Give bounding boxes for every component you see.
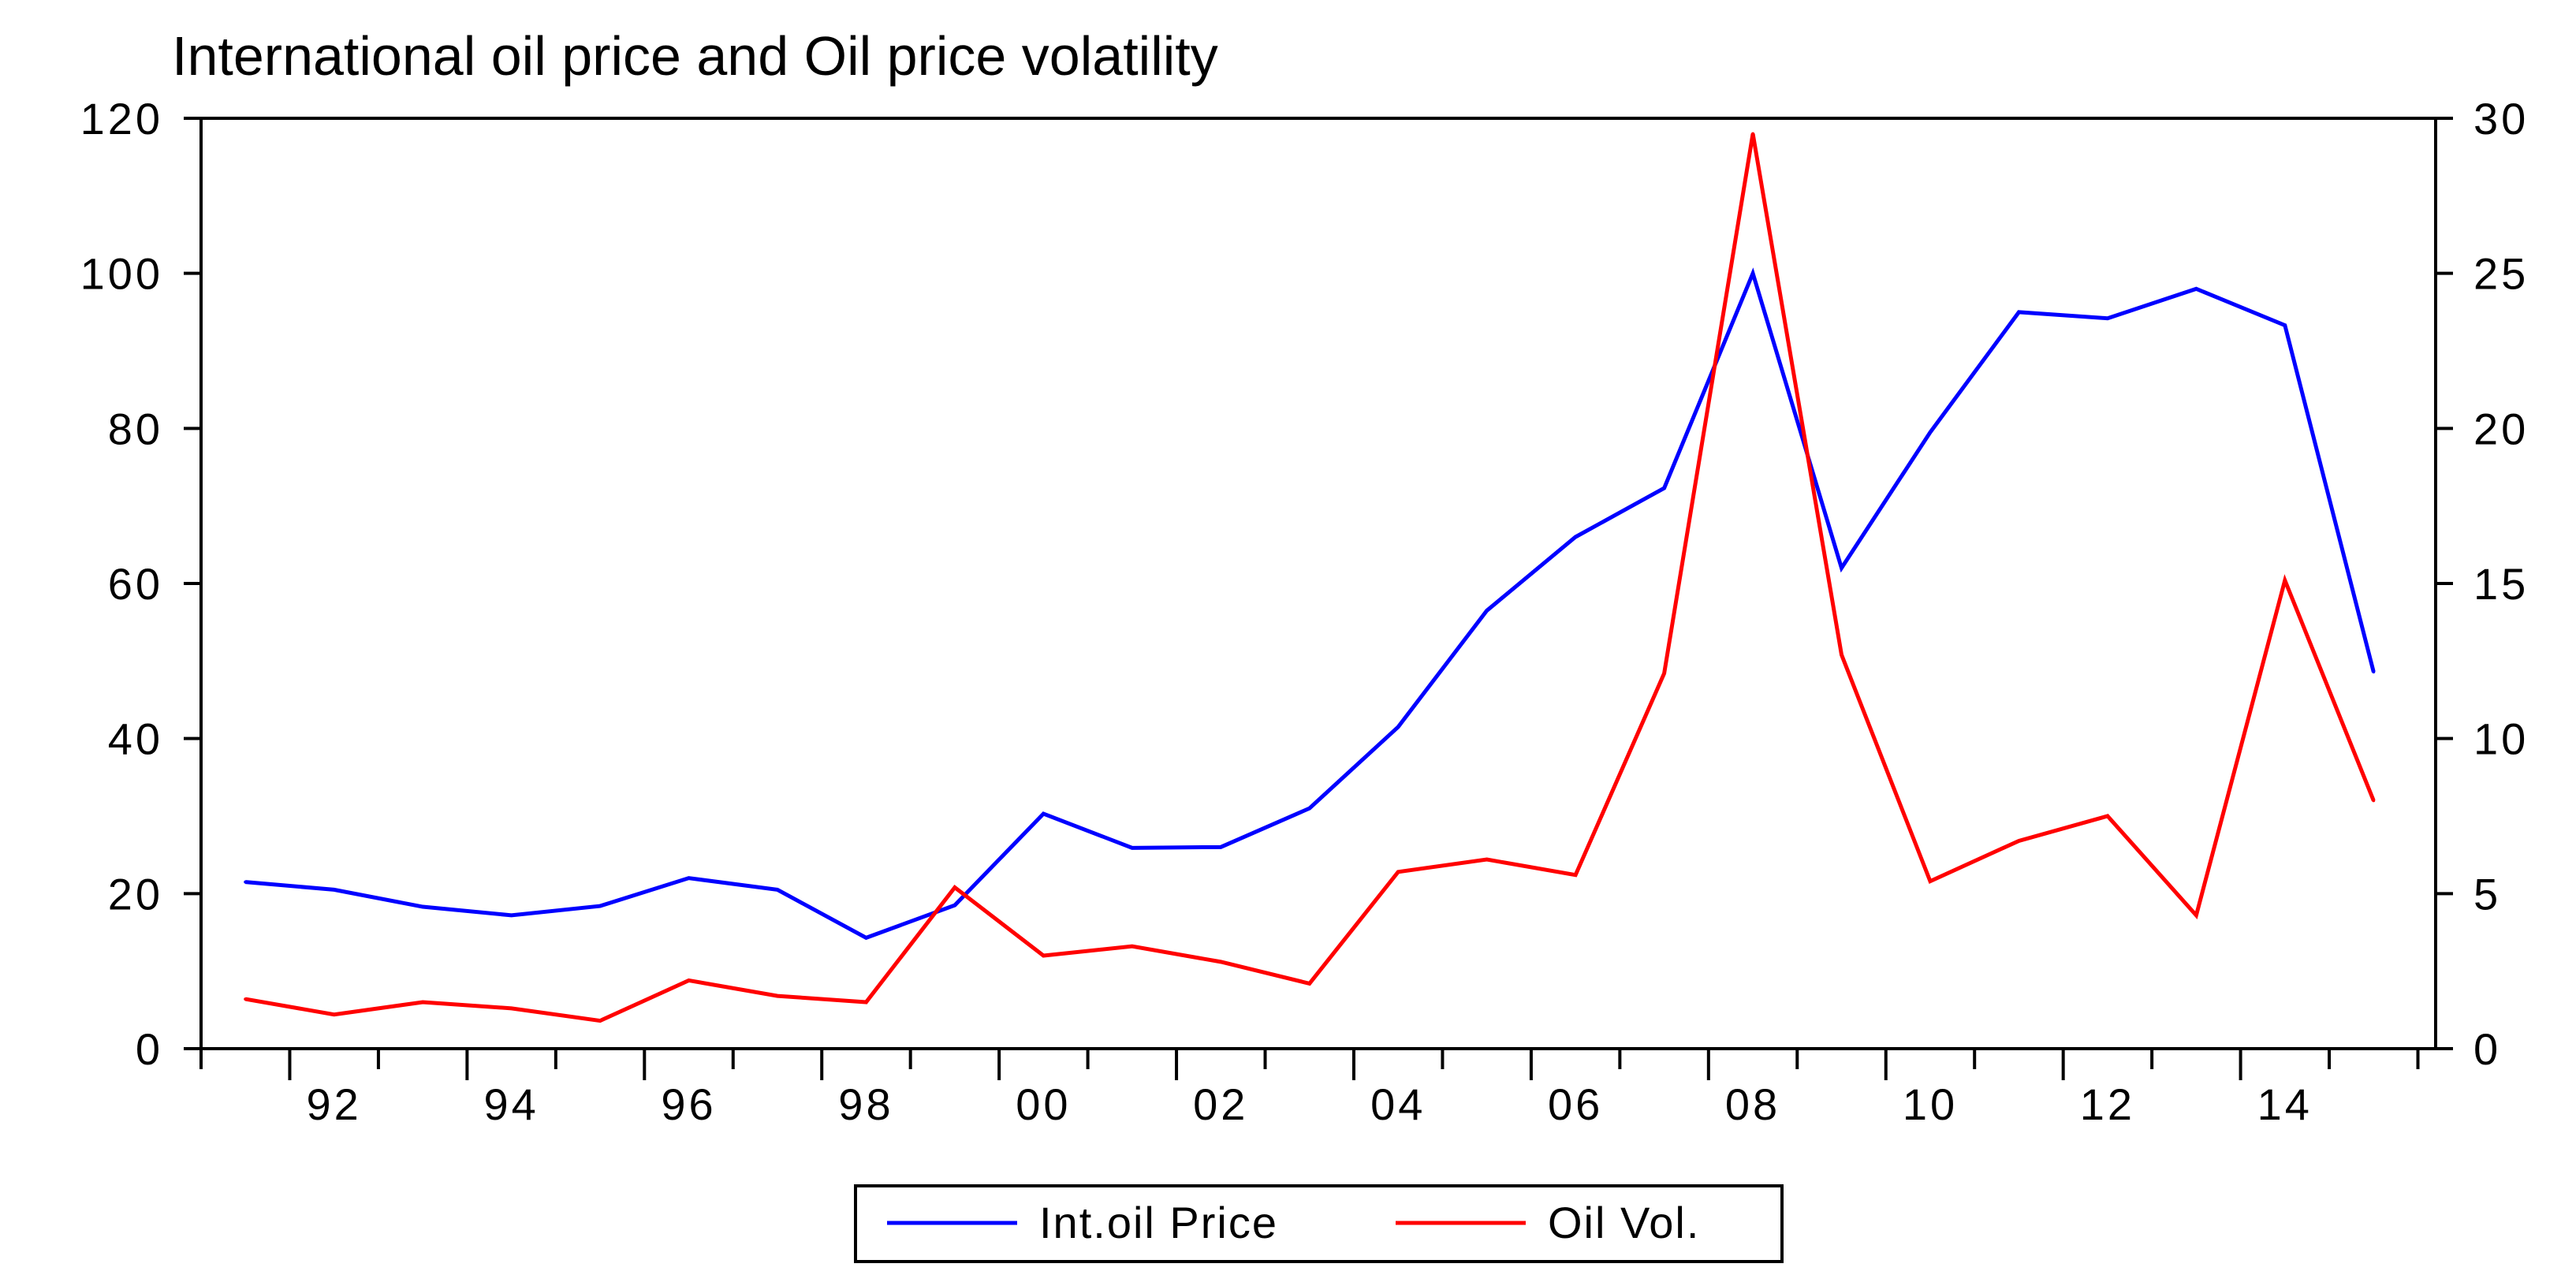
legend: Int.oil Price Oil Vol. <box>854 1184 1784 1263</box>
data-point-int-oil-price <box>1219 845 1223 849</box>
y-right-tick-label: 15 <box>2473 559 2529 609</box>
data-point-oil-vol <box>2105 814 2109 818</box>
data-point-int-oil-price <box>1840 566 1843 570</box>
y-right-tick-label: 20 <box>2473 404 2529 453</box>
y-right-axis: 0 5 10 15 20 25 30 <box>2436 94 2529 1074</box>
x-tick-label: 10 <box>1903 1079 1958 1129</box>
data-point-oil-vol <box>775 994 779 998</box>
data-point-int-oil-price <box>1662 486 1666 490</box>
data-point-oil-vol <box>2283 579 2287 583</box>
data-point-int-oil-price <box>2283 323 2287 327</box>
legend-label-oil-vol: Oil Vol. <box>1548 1198 1700 1247</box>
y-right-tick-label: 5 <box>2473 869 2501 919</box>
chart-title: International oil price and Oil price vo… <box>172 25 1218 87</box>
series-line-oil-vol <box>244 133 2376 1023</box>
data-point-int-oil-price <box>1396 725 1400 729</box>
y-right-tick-label: 0 <box>2473 1024 2501 1074</box>
data-point-int-oil-price <box>952 904 956 908</box>
data-point-oil-vol <box>2017 839 2021 843</box>
data-point-oil-vol <box>1840 653 1843 657</box>
data-point-oil-vol <box>1219 960 1223 964</box>
data-point-int-oil-price <box>1574 535 1578 539</box>
x-tick-label: 94 <box>483 1079 539 1129</box>
data-point-int-oil-price <box>421 905 425 909</box>
y-right-tick-label: 25 <box>2473 249 2529 299</box>
y-left-tick-label: 100 <box>80 249 163 299</box>
x-tick-label: 08 <box>1725 1079 1780 1129</box>
x-tick-label: 00 <box>1016 1079 1071 1129</box>
data-point-oil-vol <box>509 1006 513 1010</box>
data-point-oil-vol <box>1485 858 1489 862</box>
data-point-int-oil-price <box>1485 609 1489 613</box>
data-point-int-oil-price <box>1751 271 1755 275</box>
data-point-int-oil-price <box>244 880 248 884</box>
data-point-int-oil-price <box>1307 807 1311 811</box>
y-left-tick-label: 20 <box>108 869 163 919</box>
data-point-int-oil-price <box>1928 431 1932 434</box>
y-left-tick-label: 60 <box>108 559 163 609</box>
plot-frame <box>199 117 2437 1050</box>
data-point-oil-vol <box>1307 982 1311 986</box>
data-point-int-oil-price <box>2017 310 2021 314</box>
x-tick-label: 02 <box>1193 1079 1248 1129</box>
x-axis: 92 94 96 98 00 02 04 06 08 10 12 14 <box>199 1049 2420 1129</box>
data-point-oil-vol <box>687 978 691 982</box>
y-left-tick-label: 0 <box>136 1024 163 1074</box>
data-point-int-oil-price <box>2105 316 2109 320</box>
data-point-oil-vol <box>332 1012 336 1016</box>
series-layer <box>244 132 2376 1023</box>
data-point-oil-vol <box>1042 954 1046 957</box>
x-tick-label: 04 <box>1370 1079 1426 1129</box>
data-point-oil-vol <box>864 1001 868 1004</box>
data-point-oil-vol <box>1130 945 1134 949</box>
data-point-int-oil-price <box>509 913 513 917</box>
y-left-tick-label: 120 <box>80 94 163 144</box>
data-point-oil-vol <box>1662 672 1666 676</box>
y-left-tick-label: 40 <box>108 714 163 764</box>
y-left-axis: 0 20 40 60 80 100 120 <box>80 94 201 1074</box>
data-point-int-oil-price <box>775 888 779 892</box>
x-tick-label: 12 <box>2080 1079 2135 1129</box>
data-point-oil-vol <box>1396 870 1400 874</box>
legend-label-int-oil-price: Int.oil Price <box>1039 1198 1278 1247</box>
data-point-int-oil-price <box>332 888 336 892</box>
data-point-oil-vol <box>1574 873 1578 877</box>
x-tick-label: 06 <box>1548 1079 1603 1129</box>
x-tick-label: 14 <box>2257 1079 2313 1129</box>
y-right-tick-label: 30 <box>2473 94 2529 144</box>
data-point-oil-vol <box>1751 132 1755 136</box>
data-point-oil-vol <box>244 997 248 1001</box>
data-point-oil-vol <box>598 1019 602 1023</box>
data-point-oil-vol <box>1928 879 1932 883</box>
data-point-oil-vol <box>421 1001 425 1004</box>
x-tick-label: 96 <box>661 1079 716 1129</box>
x-tick-label: 92 <box>307 1079 362 1129</box>
data-point-int-oil-price <box>1042 812 1046 816</box>
data-point-int-oil-price <box>687 876 691 880</box>
data-point-int-oil-price <box>2194 287 2198 291</box>
data-point-int-oil-price <box>2372 670 2376 674</box>
data-point-int-oil-price <box>598 904 602 908</box>
data-point-oil-vol <box>2372 799 2376 803</box>
y-right-tick-label: 10 <box>2473 714 2529 764</box>
series-line-int-oil-price <box>245 267 2376 941</box>
data-point-int-oil-price <box>1130 846 1134 850</box>
data-point-int-oil-price <box>864 936 868 940</box>
y-left-tick-label: 80 <box>108 404 163 453</box>
data-point-oil-vol <box>2194 913 2198 917</box>
x-tick-label: 98 <box>838 1079 893 1129</box>
data-point-oil-vol <box>952 885 956 889</box>
